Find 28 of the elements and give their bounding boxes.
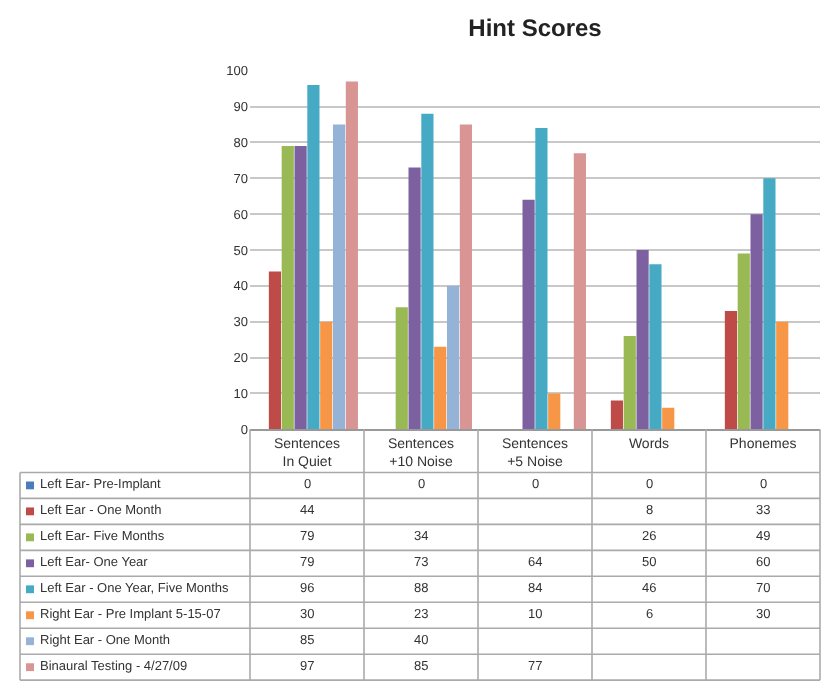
bar <box>724 310 738 430</box>
bar <box>408 167 421 430</box>
bar <box>320 321 333 430</box>
bar <box>623 336 636 430</box>
bar <box>636 249 649 430</box>
bar <box>649 264 662 430</box>
bar <box>281 145 294 430</box>
bar <box>268 271 282 430</box>
bar <box>573 153 586 430</box>
bar <box>294 145 307 430</box>
bar <box>345 81 358 430</box>
bar <box>535 128 548 430</box>
bar <box>522 199 535 430</box>
bar <box>307 85 320 430</box>
bar <box>395 307 408 430</box>
bar <box>459 124 472 430</box>
bar <box>548 393 561 430</box>
bar <box>662 407 675 430</box>
bar <box>421 113 434 430</box>
bar <box>434 346 447 430</box>
bar <box>750 214 763 430</box>
bar <box>332 124 346 430</box>
bar <box>610 400 624 430</box>
bar <box>737 253 750 430</box>
bar <box>446 285 460 430</box>
bar <box>776 321 789 430</box>
bar <box>763 178 776 430</box>
chart-title: Hint Scores <box>468 14 603 43</box>
